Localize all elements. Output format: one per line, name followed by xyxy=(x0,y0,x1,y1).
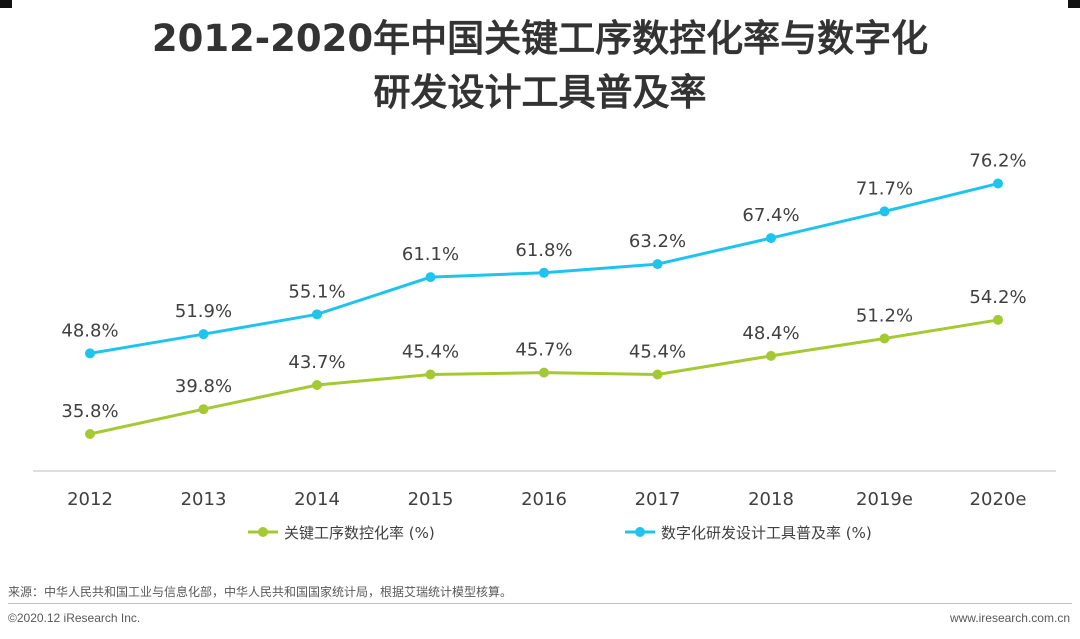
data-point xyxy=(879,333,890,344)
data-point xyxy=(425,272,436,283)
x-tick-label: 2013 xyxy=(181,489,227,510)
data-label: 55.1% xyxy=(288,281,345,302)
x-tick-label: 2018 xyxy=(748,489,794,510)
data-point xyxy=(85,348,95,359)
data-label: 71.7% xyxy=(856,178,913,199)
x-tick-label: 2017 xyxy=(635,489,681,510)
x-tick-label: 2014 xyxy=(294,489,340,510)
data-label: 48.4% xyxy=(742,323,799,344)
data-point xyxy=(312,380,322,391)
corner-mark-left xyxy=(0,0,12,8)
data-label: 51.2% xyxy=(856,306,913,327)
footer-divider xyxy=(8,603,1072,604)
x-tick-label: 2015 xyxy=(408,489,454,510)
data-point xyxy=(766,233,776,244)
website-text: www.iresearch.com.cn xyxy=(949,611,1070,625)
data-label: 48.8% xyxy=(61,320,118,341)
data-point xyxy=(539,367,549,378)
copyright-text: ©2020.12 iResearch Inc. xyxy=(8,611,141,625)
data-point xyxy=(312,309,322,320)
data-label: 76.2% xyxy=(969,151,1026,172)
data-point xyxy=(198,329,209,340)
source-note: 来源：中华人民共和国工业与信息化部，中华人民共和国国家统计局，根据艾瑞统计模型核… xyxy=(8,585,513,599)
data-label: 51.9% xyxy=(175,301,232,322)
title-line-1: 2012-2020年中国关键工序数控化率与数字化 xyxy=(151,17,929,60)
data-point xyxy=(879,206,890,217)
data-label: 39.8% xyxy=(175,376,232,397)
x-tick-label: 2016 xyxy=(521,489,567,510)
legend-marker xyxy=(635,527,645,537)
chart-title: 2012-2020年中国关键工序数控化率与数字化 研发设计工具普及率 xyxy=(0,12,1080,120)
line-chart: 2012 2013 2014 2015 2016 2017 2018 2019e 2020e 35… xyxy=(33,151,1056,542)
x-tick-label: 2012 xyxy=(67,489,113,510)
legend-label: 数字化研发设计工具普及率 (%) xyxy=(661,524,872,542)
x-tick-label: 2020e xyxy=(970,489,1027,510)
data-label: 35.8% xyxy=(61,401,118,422)
data-point xyxy=(85,429,95,439)
corner-mark-right xyxy=(1068,0,1080,8)
data-label: 45.4% xyxy=(402,341,459,362)
data-label: 45.7% xyxy=(515,340,572,361)
data-label: 54.2% xyxy=(969,287,1026,308)
data-point xyxy=(652,259,663,270)
data-label: 63.2% xyxy=(629,231,686,252)
title-line-2: 研发设计工具普及率 xyxy=(373,71,707,114)
data-point xyxy=(766,350,776,361)
data-label: 61.1% xyxy=(402,244,459,265)
data-point xyxy=(539,267,549,278)
data-label: 43.7% xyxy=(288,352,345,373)
data-point xyxy=(652,369,663,380)
data-label: 45.4% xyxy=(629,341,686,362)
legend-label: 关键工序数控化率 (%) xyxy=(284,524,435,542)
data-point xyxy=(993,178,1003,189)
data-label: 61.8% xyxy=(515,240,572,261)
data-point xyxy=(993,314,1003,325)
data-label: 67.4% xyxy=(742,205,799,226)
data-point xyxy=(198,404,209,415)
x-tick-label: 2019e xyxy=(856,489,913,510)
legend-marker xyxy=(258,527,268,537)
data-point xyxy=(425,369,436,380)
